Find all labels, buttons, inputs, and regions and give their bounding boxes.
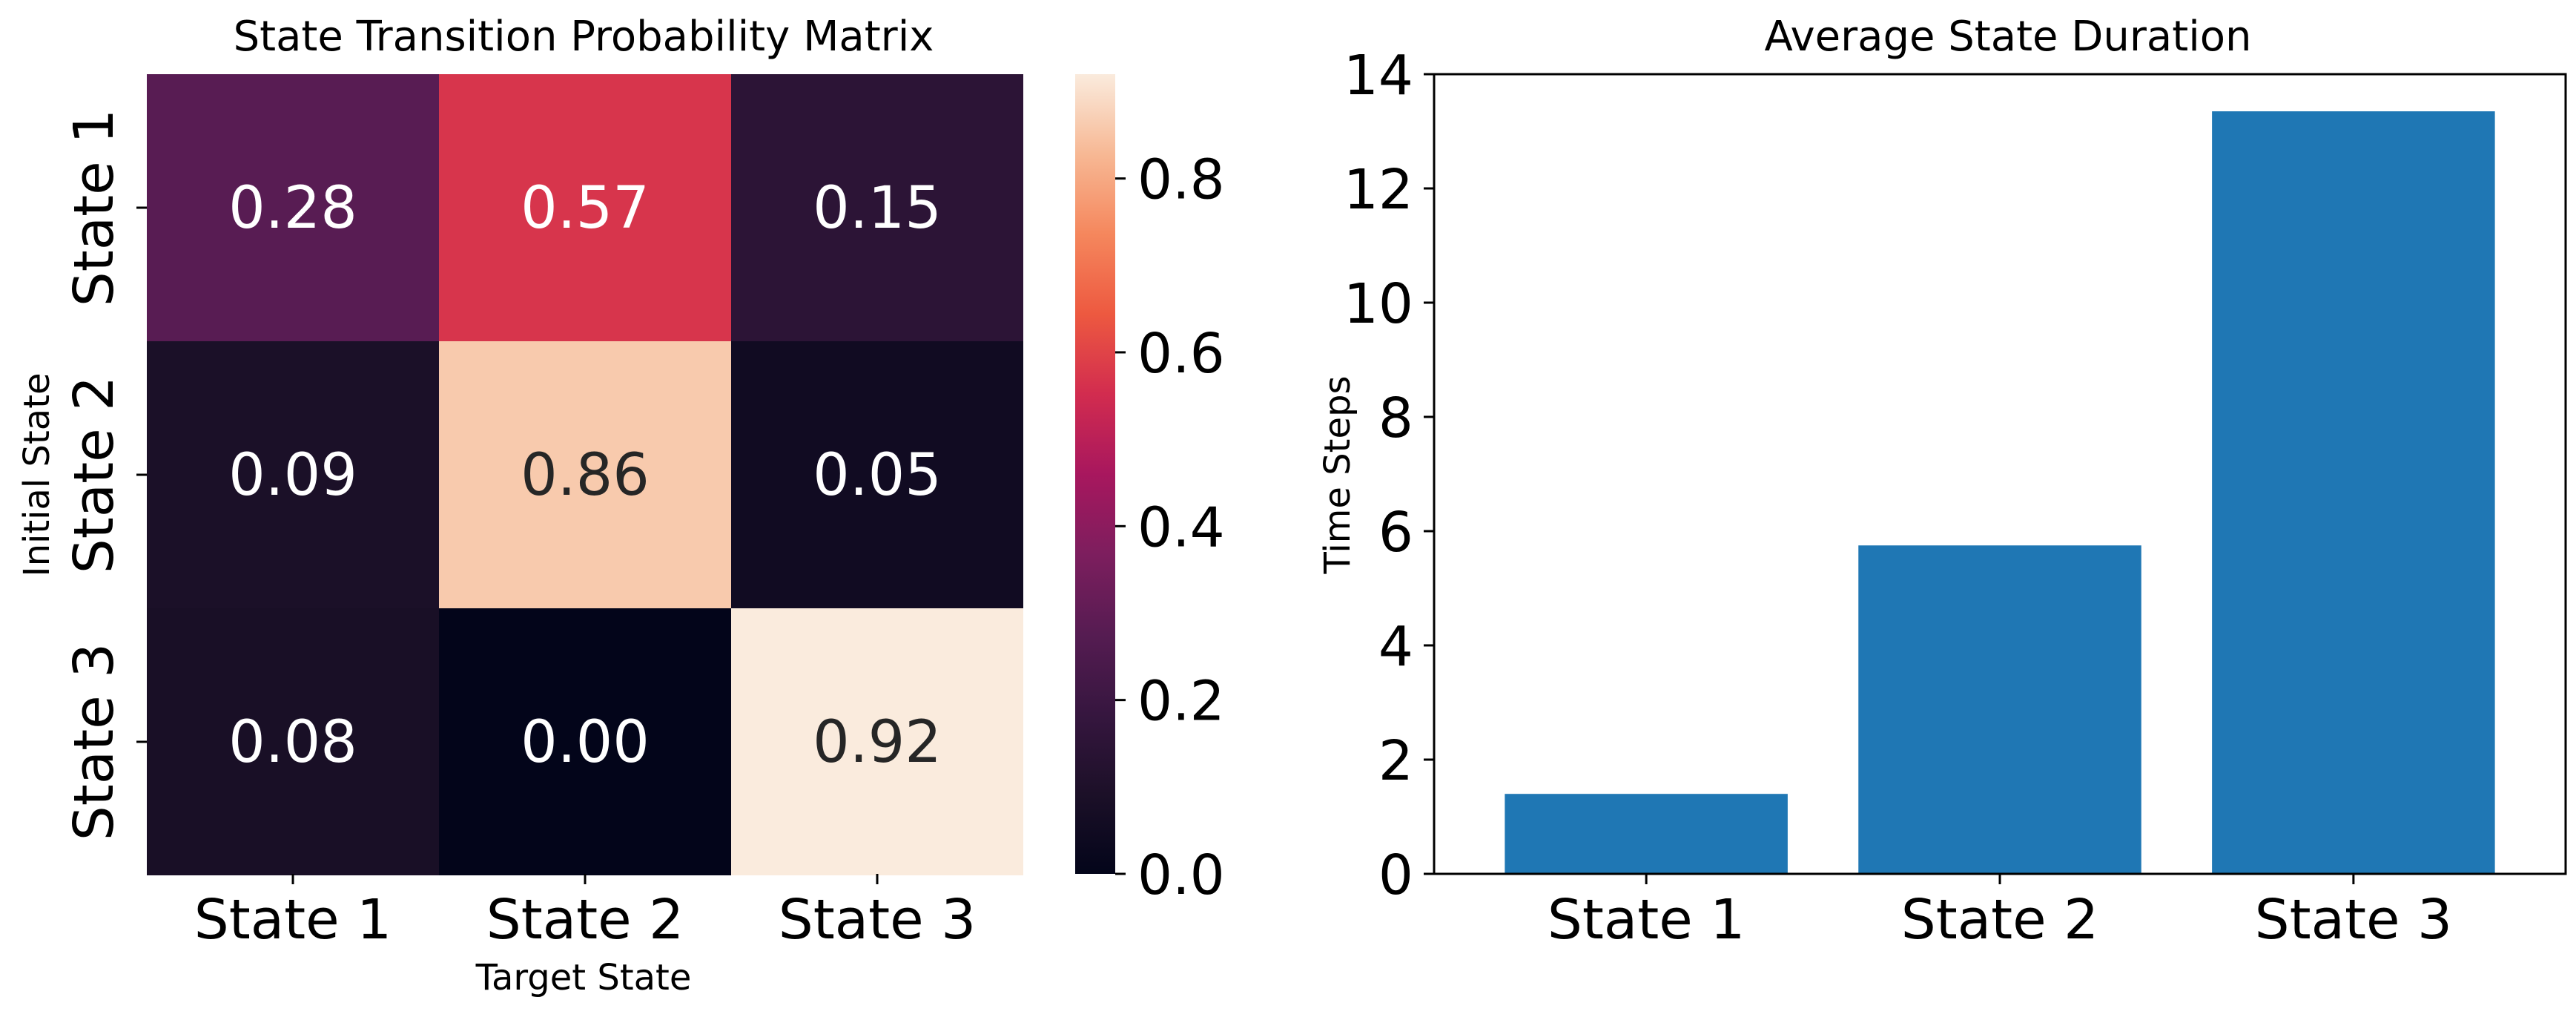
- bar: [2212, 111, 2495, 874]
- heatmap-cell: [731, 608, 1023, 875]
- heatmap-x-tick-label: State 1: [194, 888, 392, 952]
- bar-chart-bars: [1505, 111, 2495, 874]
- bar-chart-y-tick-label: 6: [1378, 501, 1413, 565]
- heatmap-title: State Transition Probability Matrix: [234, 13, 934, 61]
- bar-chart-y-tick-label: 12: [1344, 158, 1413, 222]
- heatmap-cell-label: 0.57: [521, 175, 650, 242]
- bar: [1505, 794, 1788, 874]
- colorbar-tick-label: 0.8: [1137, 148, 1225, 212]
- colorbar-tick-label: 0.6: [1137, 322, 1225, 386]
- bar: [1858, 545, 2141, 874]
- heatmap-y-tick-label: State 2: [62, 376, 126, 573]
- heatmap-cell: [731, 74, 1023, 341]
- heatmap-cell-label: 0.09: [228, 442, 357, 509]
- bar-chart-y-tick-label: 0: [1378, 843, 1413, 907]
- bar-chart-y-tick-label: 2: [1378, 729, 1413, 793]
- colorbar-ticks: 0.0 0.2 0.4 0.6 0.8: [1115, 148, 1225, 907]
- heatmap-cell: [147, 74, 439, 341]
- heatmap-xlabel: Target State: [475, 957, 692, 998]
- bar-chart-panel: Average State Duration 0 2 4 6 8 10 12 14 State…: [1317, 13, 2567, 952]
- bar-chart-y-tick-label: 14: [1344, 44, 1413, 108]
- heatmap-cell-label: 0.28: [228, 175, 357, 242]
- heatmap-y-ticks: State 1 State 2 State 3: [62, 109, 147, 840]
- heatmap-y-tick-label: State 3: [62, 643, 126, 840]
- bar-chart-x-ticks: State 1 State 2 State 3: [1548, 874, 2452, 952]
- heatmap-cell: [731, 341, 1023, 608]
- heatmap-ylabel: Initial State: [16, 372, 58, 576]
- bar-chart-ylabel: Time Steps: [1317, 375, 1358, 574]
- heatmap-x-tick-label: State 2: [486, 888, 684, 952]
- bar-chart-x-tick-label: State 2: [1901, 888, 2098, 952]
- heatmap-cell-label: 0.05: [813, 442, 942, 509]
- heatmap-cell: [439, 341, 731, 608]
- bar-chart-title: Average State Duration: [1764, 13, 2251, 61]
- heatmap-x-ticks: State 1 State 2 State 3: [194, 874, 976, 952]
- colorbar-tick-label: 0.2: [1137, 670, 1225, 734]
- heatmap-cell: [439, 608, 731, 875]
- bar-chart-x-tick-label: State 1: [1548, 888, 1745, 952]
- heatmap-panel: State Transition Probability Matrix 0.28…: [16, 13, 1225, 998]
- colorbar-tick-label: 0.0: [1137, 843, 1225, 907]
- colorbar: [1075, 74, 1115, 874]
- bar-chart-y-tick-label: 4: [1378, 615, 1413, 679]
- heatmap-cell-label: 0.00: [521, 709, 650, 776]
- heatmap-cell: [147, 341, 439, 608]
- heatmap-cell-label: 0.08: [228, 709, 357, 776]
- bar-chart-x-tick-label: State 3: [2255, 888, 2452, 952]
- heatmap-cell-label: 0.86: [521, 442, 650, 509]
- heatmap-cell-label: 0.15: [813, 175, 942, 242]
- heatmap-cells: 0.28 0.57 0.15 0.09 0.86 0.05 0.08 0.00 0.92: [147, 74, 1023, 875]
- heatmap-cell-label: 0.92: [813, 709, 942, 776]
- bar-chart-y-tick-label: 8: [1378, 386, 1413, 450]
- heatmap-cell: [147, 608, 439, 875]
- heatmap-y-tick-label: State 1: [62, 109, 126, 306]
- colorbar-tick-label: 0.4: [1137, 496, 1225, 559]
- heatmap-cell: [439, 74, 731, 341]
- bar-chart-y-ticks: 0 2 4 6 8 10 12 14: [1344, 44, 1434, 907]
- heatmap-x-tick-label: State 3: [779, 888, 976, 952]
- bar-chart-y-tick-label: 10: [1344, 272, 1413, 336]
